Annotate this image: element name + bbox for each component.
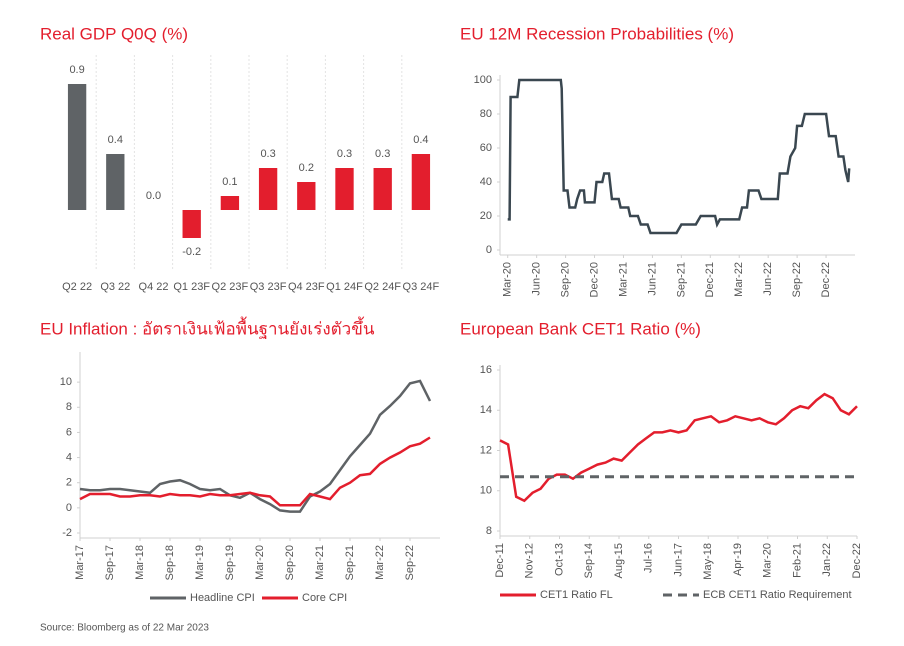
- line-series: [507, 78, 851, 235]
- x-tick-label: Q4 23F: [288, 281, 325, 293]
- x-tick-label: Mar-17: [74, 545, 86, 580]
- line-series: [499, 392, 858, 503]
- y-tick-label: 80: [480, 108, 492, 120]
- y-tick-label: -2: [62, 527, 72, 539]
- x-tick-label: Q4 22: [139, 281, 169, 293]
- x-tick-label: Dec-11: [494, 543, 506, 578]
- x-tick-label: Mar-19: [194, 545, 206, 580]
- x-tick-label: Dec-22: [851, 543, 863, 578]
- data-label: 0.3: [260, 148, 275, 160]
- x-tick-label: Sep-20: [560, 262, 572, 297]
- x-tick-label: Q2 22: [62, 281, 92, 293]
- bar: [258, 168, 278, 210]
- legend-label: Headline CPI: [190, 592, 255, 604]
- data-label: 0.0: [146, 190, 161, 202]
- x-tick-label: Jan-22: [821, 543, 833, 577]
- x-tick-label: Dec-21: [704, 262, 716, 297]
- data-label: 0.4: [108, 134, 123, 146]
- y-tick-label: 14: [480, 404, 492, 416]
- x-tick-label: Sep-20: [284, 545, 296, 580]
- x-tick-label: Sep-22: [404, 545, 416, 580]
- data-label: 0.4: [413, 134, 428, 146]
- x-tick-label: Jun-22: [762, 262, 774, 296]
- y-tick-label: 0: [486, 244, 492, 256]
- x-tick-label: Mar-22: [733, 262, 745, 297]
- y-tick-label: 20: [480, 210, 492, 222]
- y-tick-label: 10: [480, 485, 492, 497]
- x-tick-label: Sep-21: [344, 545, 356, 580]
- bar: [106, 154, 125, 210]
- data-label: -0.2: [182, 246, 201, 258]
- y-tick-label: 4: [66, 451, 72, 463]
- x-tick-label: Jun-21: [646, 262, 658, 296]
- x-tick-label: Aug-15: [613, 543, 625, 578]
- x-tick-label: Apr-19: [732, 543, 744, 576]
- x-tick-label: Q3 23F: [250, 281, 287, 293]
- x-tick-label: Oct-13: [553, 543, 565, 576]
- x-tick-label: Sep-21: [675, 262, 687, 297]
- y-tick-label: 100: [474, 74, 492, 86]
- chart-title: European Bank CET1 Ratio (%): [460, 319, 701, 338]
- chart-title: EU Inflation : อัตราเงินเฟ้อพื้นฐานยังเร…: [40, 316, 375, 339]
- bar: [220, 196, 240, 210]
- y-tick-label: 8: [486, 525, 492, 537]
- chart-title: EU 12M Recession Probabilities (%): [460, 24, 734, 43]
- x-tick-label: Sep-17: [104, 545, 116, 580]
- x-tick-label: Mar-22: [374, 545, 386, 580]
- x-tick-label: Dec-22: [820, 262, 832, 297]
- x-tick-label: Mar-18: [134, 545, 146, 580]
- x-tick-label: Q3 22: [100, 281, 130, 293]
- x-tick-label: Mar-20: [502, 262, 514, 297]
- bar: [297, 182, 316, 210]
- x-tick-label: Feb-21: [791, 543, 803, 578]
- data-label: 0.2: [299, 162, 314, 174]
- bar: [373, 168, 392, 210]
- x-tick-label: Jul-16: [643, 543, 655, 573]
- x-tick-label: Mar-21: [617, 262, 629, 297]
- x-tick-label: Jun-20: [531, 262, 543, 296]
- x-tick-label: Sep-14: [583, 543, 595, 578]
- x-tick-label: May-18: [702, 543, 714, 580]
- y-tick-label: 16: [480, 364, 492, 376]
- x-tick-label: Mar-20: [762, 543, 774, 578]
- bar: [411, 154, 431, 210]
- x-tick-label: Dec-20: [588, 262, 600, 297]
- bar: [335, 168, 354, 210]
- x-tick-label: Sep-19: [224, 545, 236, 580]
- source-note: Source: Bloomberg as of 22 Mar 2023: [40, 623, 209, 634]
- y-tick-label: 10: [60, 376, 72, 388]
- x-tick-label: Sep-18: [164, 545, 176, 580]
- chart-title: Real GDP Q0Q (%): [40, 24, 188, 43]
- y-tick-label: 12: [480, 444, 492, 456]
- legend-label: CET1 Ratio FL: [540, 589, 613, 601]
- data-label: 0.3: [375, 148, 390, 160]
- data-label: 0.3: [337, 148, 352, 160]
- x-tick-label: Jun-17: [672, 543, 684, 577]
- legend-label: ECB CET1 Ratio Requirement: [703, 589, 852, 601]
- y-tick-label: 6: [66, 426, 72, 438]
- bar: [67, 84, 87, 210]
- x-tick-label: Nov-12: [524, 543, 536, 578]
- line-series: [79, 379, 432, 513]
- y-tick-label: 2: [66, 477, 72, 489]
- bar: [182, 210, 201, 238]
- y-tick-label: 0: [66, 502, 72, 514]
- y-tick-label: 40: [480, 176, 492, 188]
- data-label: 0.1: [222, 176, 237, 188]
- legend-label: Core CPI: [302, 592, 347, 604]
- x-tick-label: Mar-20: [254, 545, 266, 580]
- x-tick-label: Q3 24F: [403, 281, 440, 293]
- y-tick-label: 8: [66, 401, 72, 413]
- x-tick-label: Mar-21: [314, 545, 326, 580]
- x-tick-label: Q1 23F: [173, 281, 210, 293]
- x-tick-label: Sep-22: [791, 262, 803, 297]
- y-tick-label: 60: [480, 142, 492, 154]
- x-tick-label: Q1 24F: [326, 281, 363, 293]
- x-tick-label: Q2 24F: [364, 281, 401, 293]
- line-series: [79, 436, 431, 507]
- x-tick-label: Q2 23F: [212, 281, 249, 293]
- data-label: 0.9: [69, 64, 84, 76]
